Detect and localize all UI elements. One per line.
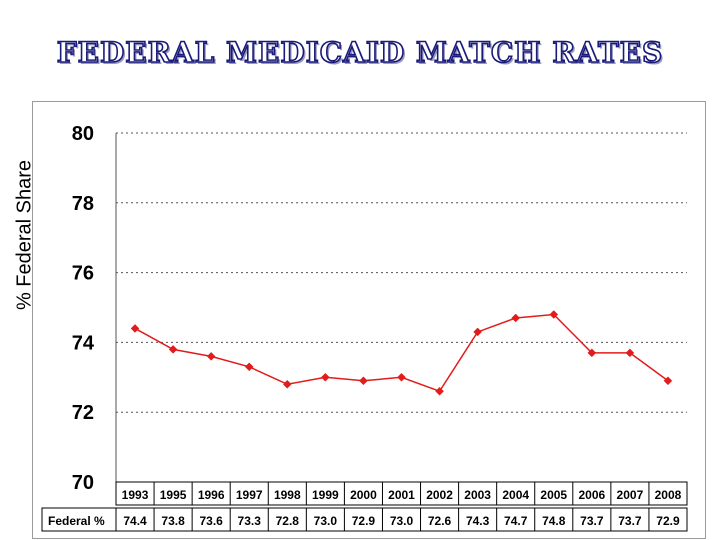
data-point xyxy=(130,324,140,333)
data-point xyxy=(549,310,559,319)
chart-title: FEDERAL MEDICAID MATCH RATES xyxy=(56,35,664,70)
y-tick-label: 70 xyxy=(72,472,94,494)
x-tick-label: 2002 xyxy=(426,488,453,502)
table-data-row xyxy=(41,507,688,532)
data-point xyxy=(282,379,292,389)
y-tick-label: 74 xyxy=(72,332,95,354)
table-value-cell: 72.9 xyxy=(656,514,680,528)
table-row-label: Federal % xyxy=(48,514,105,528)
data-table: Federal % 1993 74.4 1995 73.8 1996 73.6 1997 73.… xyxy=(41,481,688,532)
data-point xyxy=(321,372,330,382)
x-tick-label: 1996 xyxy=(198,488,225,502)
table-value-cell: 74.8 xyxy=(542,514,566,528)
table-value-cell: 73.8 xyxy=(161,514,185,528)
x-tick-label: 2007 xyxy=(617,488,644,502)
table-value-cell: 73.7 xyxy=(618,514,642,528)
data-point xyxy=(473,327,482,337)
x-tick-label: 1998 xyxy=(274,488,301,502)
table-value-cell: 74.7 xyxy=(504,514,528,528)
table-value-cell: 73.0 xyxy=(314,514,338,528)
y-tick-label: 78 xyxy=(72,193,94,215)
y-tick-label: 76 xyxy=(72,263,94,285)
x-tick-label: 2004 xyxy=(502,488,529,502)
table-value-cell: 72.9 xyxy=(352,514,376,528)
x-tick-label: 2003 xyxy=(464,488,491,502)
table-value-cell: 72.6 xyxy=(428,514,452,528)
x-tick-label: 2005 xyxy=(540,488,567,502)
chart-frame xyxy=(32,101,706,539)
x-tick-label: 1997 xyxy=(236,488,263,502)
data-point xyxy=(511,313,521,323)
x-tick-label: 2000 xyxy=(350,488,377,502)
data-point xyxy=(244,362,254,372)
y-tick-label: 80 xyxy=(72,123,94,145)
table-value-cell: 74.4 xyxy=(123,514,147,528)
table-value-cell: 73.3 xyxy=(238,514,262,528)
data-point xyxy=(663,376,673,386)
x-tick-label: 1995 xyxy=(160,488,187,502)
y-tick-label: 72 xyxy=(72,402,94,424)
data-point xyxy=(168,345,178,354)
x-tick-label: 2008 xyxy=(655,488,682,502)
table-value-cell: 73.0 xyxy=(390,514,414,528)
x-tick-label: 1993 xyxy=(122,488,149,502)
data-point xyxy=(206,352,216,361)
table-value-cell: 73.7 xyxy=(580,514,604,528)
table-value-cell: 73.6 xyxy=(199,514,223,528)
data-point xyxy=(359,376,368,386)
data-point xyxy=(625,348,635,358)
data-point xyxy=(435,386,444,396)
table-header-row xyxy=(115,481,688,506)
table-value-cell: 72.8 xyxy=(276,514,300,528)
x-tick-label: 1999 xyxy=(312,488,339,502)
data-point xyxy=(397,372,406,382)
x-tick-label: 2001 xyxy=(388,488,415,502)
data-point xyxy=(587,348,597,358)
table-value-cell: 74.3 xyxy=(466,514,490,528)
x-tick-label: 2006 xyxy=(578,488,605,502)
